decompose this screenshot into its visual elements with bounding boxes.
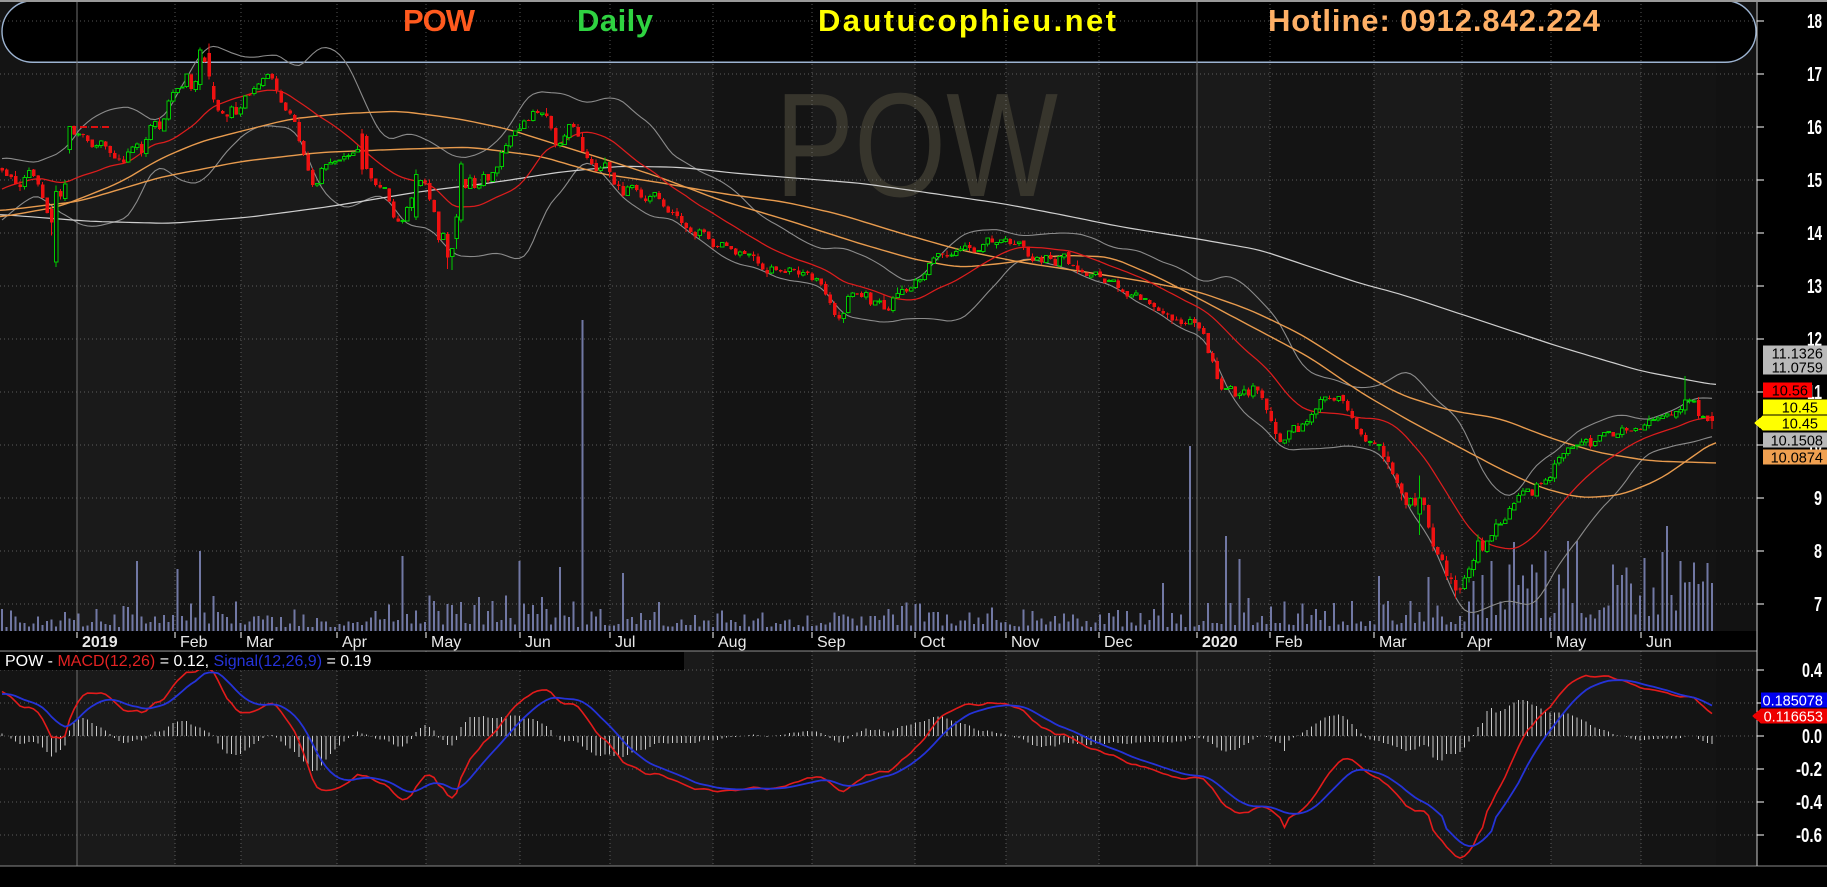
svg-text:-0.2: -0.2 <box>1796 759 1822 781</box>
svg-text:Apr: Apr <box>342 634 368 651</box>
svg-text:11.0759: 11.0759 <box>1772 361 1823 377</box>
svg-text:Dec: Dec <box>1104 634 1132 651</box>
svg-text:Sep: Sep <box>817 634 846 651</box>
svg-text:May: May <box>431 634 461 651</box>
svg-text:POW: POW <box>775 63 1058 228</box>
svg-text:Hotline: 0912.842.224: Hotline: 0912.842.224 <box>1268 3 1601 38</box>
svg-text:13: 13 <box>1807 276 1822 298</box>
svg-text:POW - MACD(12,26) = 0.12, Sign: POW - MACD(12,26) = 0.12, Signal(12,26,9… <box>5 653 372 670</box>
svg-text:11.1326: 11.1326 <box>1772 347 1823 363</box>
svg-text:Dautucophieu.net: Dautucophieu.net <box>818 3 1116 38</box>
svg-text:10.1508: 10.1508 <box>1771 434 1823 450</box>
svg-text:Nov: Nov <box>1011 634 1039 651</box>
svg-text:May: May <box>1556 634 1586 651</box>
svg-text:10.0874: 10.0874 <box>1771 451 1823 467</box>
svg-text:2020: 2020 <box>1202 634 1238 651</box>
svg-text:7: 7 <box>1814 594 1822 616</box>
svg-text:18: 18 <box>1807 11 1822 33</box>
svg-text:Oct: Oct <box>920 634 945 651</box>
svg-text:8: 8 <box>1814 541 1822 563</box>
svg-text:Apr: Apr <box>1467 634 1493 651</box>
svg-text:Jun: Jun <box>1646 634 1672 651</box>
svg-text:14: 14 <box>1807 223 1823 245</box>
svg-text:Feb: Feb <box>180 634 208 651</box>
svg-text:Feb: Feb <box>1275 634 1303 651</box>
svg-text:0.185078: 0.185078 <box>1763 694 1823 710</box>
svg-text:10.56: 10.56 <box>1772 384 1808 400</box>
svg-text:16: 16 <box>1807 117 1822 139</box>
svg-text:10.45: 10.45 <box>1782 401 1818 417</box>
svg-text:9: 9 <box>1814 488 1822 510</box>
svg-text:2019: 2019 <box>82 634 118 651</box>
svg-text:Mar: Mar <box>1379 634 1407 651</box>
svg-text:0.4: 0.4 <box>1802 660 1823 682</box>
svg-text:Aug: Aug <box>718 634 746 651</box>
svg-text:Jun: Jun <box>525 634 551 651</box>
svg-text:0.116653: 0.116653 <box>1764 710 1823 726</box>
svg-text:-0.4: -0.4 <box>1796 792 1823 814</box>
svg-text:Daily: Daily <box>577 3 654 38</box>
svg-text:-0.6: -0.6 <box>1796 825 1822 847</box>
svg-text:Mar: Mar <box>246 634 274 651</box>
svg-text:10.45: 10.45 <box>1782 417 1818 433</box>
svg-text:Jul: Jul <box>615 634 635 651</box>
svg-text:17: 17 <box>1807 64 1822 86</box>
svg-text:0.0: 0.0 <box>1802 726 1822 748</box>
svg-text:POW: POW <box>403 3 476 38</box>
svg-text:15: 15 <box>1807 170 1822 192</box>
